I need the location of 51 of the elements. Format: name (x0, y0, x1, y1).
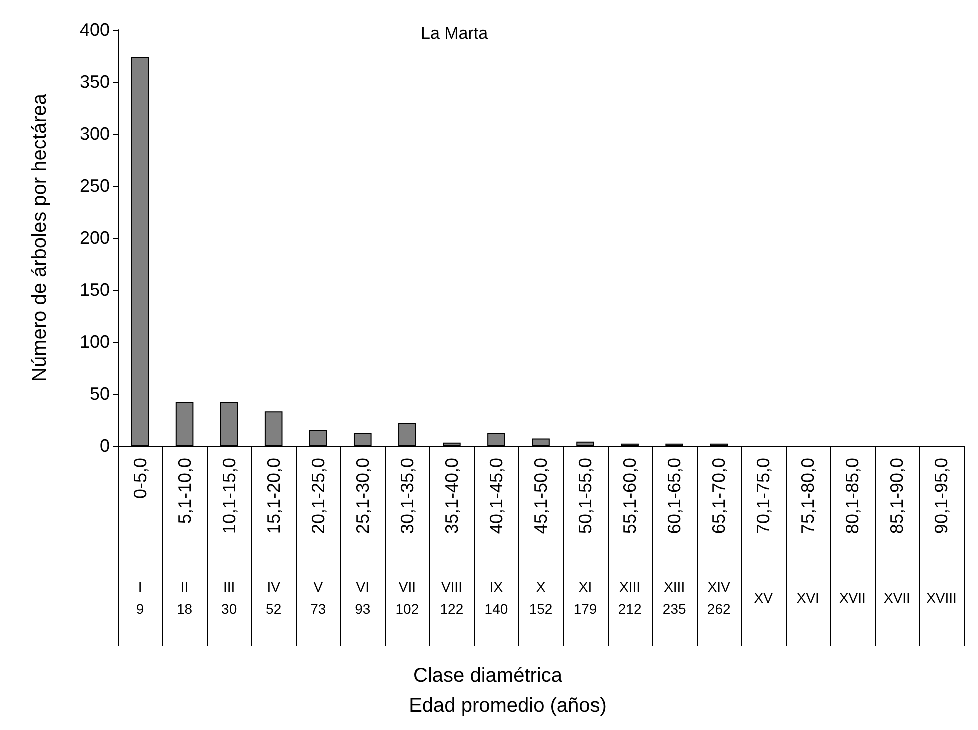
y-tick-label: 250 (80, 176, 110, 196)
x-tick-label: 75,1-80,0 (798, 458, 818, 534)
x-tick-label: 40,1-45,0 (486, 458, 506, 534)
y-tick-label: 50 (90, 384, 110, 404)
x-tick-label: 45,1-50,0 (531, 458, 551, 534)
x-tick-label: 25,1-30,0 (352, 458, 373, 534)
text: VI 93 (355, 579, 371, 617)
x-tick-label: 5,1-10,0 (174, 458, 195, 524)
x-tick-label: 60,1-65,0 (664, 458, 685, 534)
text: XIII 212 (618, 579, 642, 617)
text: XI 179 (574, 579, 598, 617)
y-tick-label: 200 (80, 228, 110, 248)
y-tick-label: 150 (80, 280, 110, 300)
y-tick-label: 0 (100, 436, 110, 456)
x-tick-label: 35,1-40,0 (442, 458, 462, 534)
x-tick-label: 80,1-85,0 (842, 458, 863, 534)
y-axis-title: Número de árboles por hectárea (29, 93, 51, 382)
x-tick-label: 20,1-25,0 (308, 458, 328, 534)
x-tick-label: 15,1-20,0 (264, 458, 284, 534)
y-tick-label: 350 (80, 72, 110, 92)
text: VII 102 (396, 579, 420, 617)
text: XVIII (926, 590, 957, 606)
x-tick-label: 50,1-55,0 (576, 458, 596, 534)
text: X 152 (529, 579, 553, 617)
x-tick-label: 70,1-75,0 (754, 458, 774, 534)
y-tick-label: 100 (80, 332, 110, 352)
text: II 18 (177, 579, 193, 617)
text: XIII 235 (662, 579, 686, 617)
text: XVII (839, 590, 866, 606)
text: Clase diamétrica (414, 665, 564, 687)
text: IX 140 (484, 579, 508, 617)
x-tick-label: 85,1-90,0 (887, 458, 908, 534)
text: XV (754, 590, 774, 606)
x-tick-label: 30,1-35,0 (397, 458, 418, 534)
text: V 73 (310, 579, 326, 617)
x-tick-label: 55,1-60,0 (620, 458, 640, 534)
text: IV 52 (266, 579, 282, 617)
y-tick-label: 400 (80, 20, 110, 40)
chart-title: La Marta (421, 24, 489, 43)
x-tick-label: 65,1-70,0 (709, 458, 730, 534)
text: XIV 262 (707, 579, 732, 617)
text: XVI (796, 590, 820, 606)
y-tick-label: 300 (80, 124, 110, 144)
x-tick-label: 90,1-95,0 (932, 458, 952, 534)
text: Edad promedio (años) (409, 695, 607, 717)
text: III 30 (222, 579, 238, 617)
text: I 9 (136, 579, 144, 617)
text: XVII (884, 590, 910, 606)
text: VIII 122 (440, 579, 464, 617)
x-tick-label: 10,1-15,0 (219, 458, 240, 534)
x-tick-label: 0-5,0 (130, 458, 150, 500)
